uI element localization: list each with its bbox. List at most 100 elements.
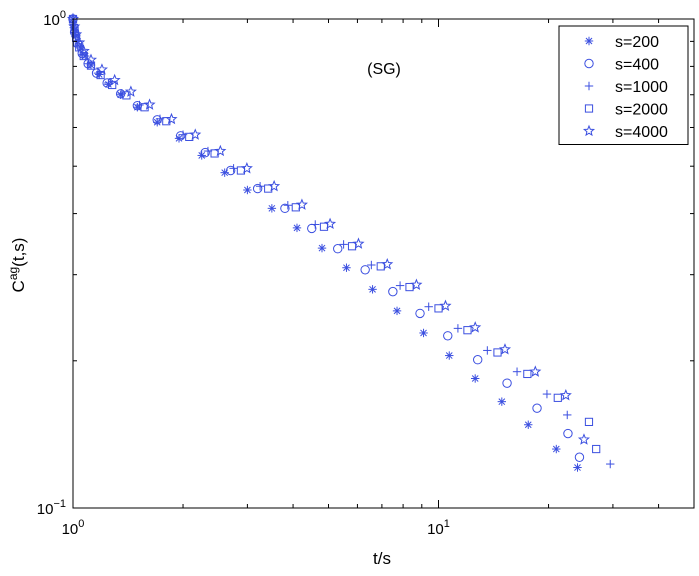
data-point — [252, 183, 263, 194]
data-point — [443, 331, 453, 341]
y-tick-label-base: 10 — [37, 501, 54, 518]
legend-marker — [584, 36, 594, 46]
data-point — [311, 220, 320, 229]
x-axis-label: t/s — [373, 549, 391, 568]
data-point — [360, 265, 370, 275]
data-point — [559, 388, 572, 401]
data-point — [117, 89, 127, 98]
data-point — [124, 85, 137, 97]
data-point — [419, 328, 428, 338]
x-tick-label: 101 — [427, 518, 450, 538]
legend-box — [558, 25, 689, 145]
data-point — [283, 201, 293, 210]
y-axis-label-superscript: ag — [6, 267, 20, 280]
y-tick-label: 10−1 — [37, 498, 66, 518]
legend-entry: s=2000 — [584, 102, 668, 119]
x-tick-label-exponent: 0 — [78, 518, 84, 530]
data-point — [175, 131, 186, 141]
data-point — [333, 244, 343, 254]
y-axis-label: Cag(t,s) — [6, 238, 28, 293]
data-point — [225, 165, 236, 176]
data-point — [552, 444, 561, 454]
legend-entry: s=1000 — [584, 79, 668, 96]
x-tick-label-base: 10 — [427, 521, 444, 538]
data-point — [108, 73, 121, 86]
chart-annotation: (SG) — [367, 61, 401, 78]
series-s-4000 — [66, 12, 590, 445]
data-point — [229, 164, 238, 173]
data-point — [469, 321, 482, 333]
data-point — [292, 223, 302, 233]
data-point — [268, 179, 281, 192]
legend-marker — [584, 104, 594, 113]
data-point — [347, 242, 357, 251]
data-point — [317, 243, 327, 253]
data-point — [493, 348, 502, 357]
data-point — [339, 240, 348, 249]
data-point — [153, 118, 162, 127]
legend-label: s=200 — [615, 34, 659, 51]
data-point — [240, 161, 253, 174]
data-point — [84, 53, 98, 65]
x-tick-label-base: 10 — [62, 521, 79, 538]
data-point — [434, 304, 443, 313]
y-tick-label-exponent: 0 — [60, 9, 66, 21]
data-point — [243, 185, 252, 195]
data-point — [606, 459, 615, 469]
data-point — [463, 326, 472, 335]
data-point — [424, 302, 433, 311]
data-point — [367, 260, 376, 270]
data-point — [439, 299, 452, 312]
legend-label: s=2000 — [615, 102, 668, 119]
data-point — [415, 308, 425, 319]
data-point — [392, 306, 402, 316]
data-point — [77, 44, 90, 57]
data-point — [280, 203, 290, 214]
data-point — [445, 351, 454, 360]
series-s-2000 — [68, 14, 601, 454]
data-point — [497, 397, 507, 406]
legend-marker — [582, 124, 596, 137]
data-point — [502, 378, 512, 388]
data-point — [189, 128, 202, 140]
data-point — [319, 222, 329, 231]
data-point — [524, 420, 533, 429]
y-tick-label: 100 — [43, 9, 66, 29]
data-point — [307, 223, 317, 234]
data-point — [512, 367, 522, 376]
legend-marker — [584, 81, 594, 91]
data-point — [368, 285, 377, 294]
data-point — [471, 374, 480, 383]
y-axis-label-args: (t,s) — [9, 238, 28, 267]
series-s-1000 — [68, 14, 615, 469]
data-point — [473, 355, 483, 365]
y-axis-label-base: C — [9, 280, 28, 292]
series-s-400 — [68, 14, 585, 462]
data-point — [381, 257, 394, 270]
data-point — [395, 281, 405, 290]
plot-area — [66, 12, 615, 472]
data-point — [542, 389, 552, 399]
data-point — [214, 144, 227, 157]
data-point — [523, 369, 532, 379]
legend-entry: s=4000 — [582, 124, 668, 141]
data-point — [200, 147, 210, 158]
legend-label: s=1000 — [615, 79, 668, 96]
legend: s=200 s=400 s=1000 s=2000 s=4000 — [558, 25, 689, 145]
data-point — [453, 324, 463, 333]
data-point — [563, 410, 572, 420]
data-point — [498, 343, 512, 355]
data-point — [352, 237, 365, 249]
data-point — [584, 417, 594, 426]
series-s-200 — [68, 14, 582, 472]
data-point — [577, 433, 590, 445]
data-point — [410, 278, 423, 290]
data-point — [574, 452, 585, 462]
data-point — [483, 346, 492, 355]
data-point — [342, 263, 351, 272]
data-point — [143, 98, 156, 110]
data-point — [405, 282, 414, 292]
